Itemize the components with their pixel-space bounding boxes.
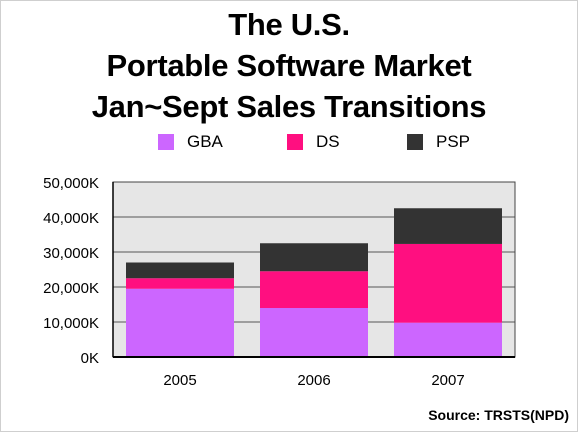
legend-swatch-psp — [407, 134, 423, 150]
bar-psp-2007 — [394, 208, 502, 244]
y-tick-label: 30,000K — [43, 245, 99, 262]
bar-gba-2006 — [260, 308, 368, 357]
x-tick-label: 2006 — [297, 372, 330, 389]
bar-psp-2005 — [126, 262, 234, 279]
x-tick-label: 2007 — [431, 372, 464, 389]
x-tick-label: 2005 — [163, 372, 196, 389]
y-tick-label: 20,000K — [43, 280, 99, 297]
legend-swatch-gba — [158, 134, 174, 150]
y-tick-label: 50,000K — [43, 175, 99, 192]
bar-gba-2005 — [126, 288, 234, 357]
source-note: Source: TRSTS(NPD) — [428, 407, 569, 423]
bar-gba-2007 — [394, 322, 502, 357]
bar-ds-2006 — [260, 271, 368, 308]
bar-psp-2006 — [260, 243, 368, 272]
legend: GBA DS PSP — [0, 130, 578, 154]
legend-label-ds: DS — [316, 132, 340, 151]
title-line-1: The U.S. — [228, 7, 350, 42]
title-line-2: Portable Software Market — [106, 48, 472, 83]
y-tick-label: 10,000K — [43, 315, 99, 332]
chart-title: The U.S. Portable Software Market Jan~Se… — [0, 4, 578, 127]
y-tick-label: 0K — [81, 350, 99, 367]
legend-label-gba: GBA — [187, 132, 223, 151]
title-line-3: Jan~Sept Sales Transitions — [91, 89, 487, 124]
bar-ds-2005 — [126, 278, 234, 289]
bar-ds-2007 — [394, 243, 502, 323]
y-tick-label: 40,000K — [43, 210, 99, 227]
legend-label-psp: PSP — [436, 132, 471, 151]
legend-swatch-ds — [287, 134, 303, 150]
